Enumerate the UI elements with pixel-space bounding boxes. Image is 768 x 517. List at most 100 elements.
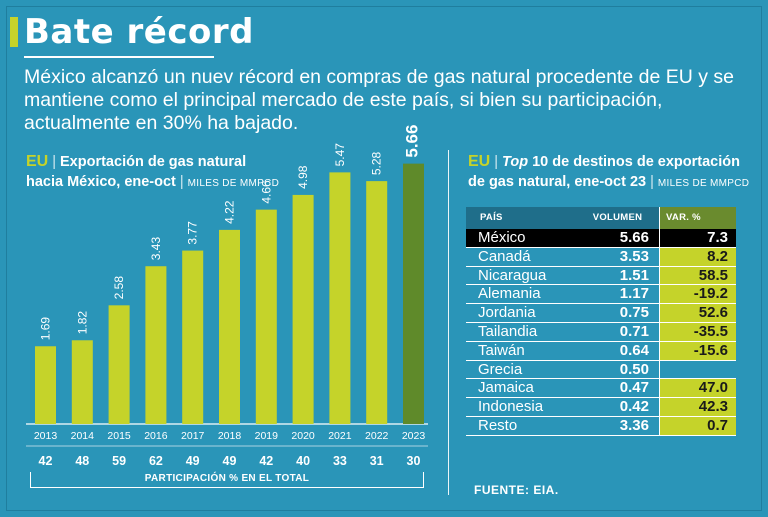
participation-value: 48 (75, 454, 89, 468)
cell-volume: 3.53 (576, 247, 660, 266)
bar-2018 (219, 229, 240, 424)
bar-2014 (71, 340, 93, 424)
intro-text: México alcanzó un nuev récord en compras… (24, 66, 734, 134)
bar-value-label: 2.58 (112, 276, 126, 300)
bar-value-label: 5.28 (370, 151, 384, 175)
cell-var (660, 361, 736, 379)
table-header: PAÍS VOLUMEN VAR. % (466, 207, 736, 229)
participation-value: 30 (407, 454, 421, 468)
participation-value: 40 (296, 454, 310, 468)
left-chart-title: EU | Exportación de gas natural hacia Méxi… (26, 153, 280, 190)
year-tick-label: 2020 (291, 430, 315, 442)
cell-volume: 1.51 (576, 266, 660, 285)
bar-value-label: 1.69 (39, 317, 53, 341)
year-tick-label: 2015 (107, 430, 131, 442)
participation-value: 49 (223, 454, 237, 468)
cell-country: Taiwán (478, 341, 525, 359)
table-row: Jordania 0.75 52.6 (466, 304, 736, 323)
cell-var: -15.6 (660, 341, 736, 360)
cell-var: 42.3 (660, 398, 736, 416)
bar-2015 (108, 305, 130, 424)
bar-2022 (366, 181, 388, 424)
left-chart-units: MILES DE MMPCD (187, 178, 280, 189)
cell-var: 47.0 (660, 379, 736, 398)
cell-country: Canadá (478, 247, 531, 265)
bar-2023 (403, 163, 424, 424)
right-table-title: EU | Top 10 de destinos de exportación de … (468, 153, 750, 190)
section-divider (448, 150, 449, 495)
table-row: Resto 3.36 0.7 (466, 416, 736, 436)
bar-2016 (145, 266, 167, 424)
bar-value-label: 3.77 (186, 221, 200, 245)
cell-var: 58.5 (660, 266, 736, 285)
participation-value: 62 (149, 454, 163, 468)
year-tick-label: 2023 (402, 430, 426, 442)
page-title: Bate récord (24, 12, 254, 52)
cell-volume: 1.17 (576, 285, 660, 304)
right-table-title-rest: 10 de destinos de exportación (528, 154, 740, 170)
cell-country: Jordania (478, 304, 536, 322)
column-header-volume: VOLUMEN (576, 207, 660, 229)
year-tick-label: 2018 (218, 430, 242, 442)
bar-2019 (255, 209, 277, 424)
participation-value: 42 (39, 454, 53, 468)
cell-var: -35.5 (660, 322, 736, 341)
bar-value-label: 5.66 (403, 125, 422, 158)
cell-volume: 0.71 (576, 322, 660, 341)
bar-value-label: 4.98 (296, 165, 310, 189)
cell-volume: 5.66 (576, 229, 660, 247)
table-body: México 5.66 7.3 Canadá 3.53 8.2 Nicaragua 1.51 5… (466, 229, 736, 436)
table-row: Indonesia 0.42 42.3 (466, 398, 736, 417)
left-chart-title-line2: hacia México, ene-oct (26, 174, 176, 190)
cell-country: Grecia (478, 360, 523, 378)
table-row: Taiwán 0.64 -15.6 (466, 341, 736, 361)
bar-2017 (182, 250, 204, 424)
cell-country: Resto (478, 416, 518, 434)
left-chart-title-line1: Exportación de gas natural (60, 154, 247, 170)
right-table-units: MILES DE MMPCD (657, 178, 750, 189)
table-row: Jamaica 0.47 47.0 (466, 379, 736, 399)
cell-var: 0.7 (660, 416, 736, 435)
table-row: Alemania 1.17 -19.2 (466, 285, 736, 305)
table-row: México 5.66 7.3 (466, 229, 736, 248)
source-note: FUENTE: EIA. (474, 483, 559, 497)
title-accent-bar (10, 17, 18, 47)
participation-value: 31 (370, 454, 384, 468)
year-tick-label: 2016 (144, 430, 168, 442)
table-row: Nicaragua 1.51 58.5 (466, 266, 736, 286)
cell-volume: 0.42 (576, 398, 660, 416)
table-row: Canadá 3.53 8.2 (466, 247, 736, 267)
cell-volume: 0.64 (576, 341, 660, 360)
bar-2013 (35, 346, 56, 424)
table-row: Grecia 0.50 (466, 360, 736, 380)
bar-2021 (329, 172, 351, 424)
right-table-prefix: EU (468, 153, 491, 170)
cell-country: Nicaragua (478, 266, 547, 284)
cell-country: Tailandia (478, 322, 538, 340)
left-chart-prefix: EU (26, 153, 49, 170)
participation-value: 49 (186, 454, 200, 468)
year-tick-label: 2014 (71, 430, 95, 442)
cell-country: Alemania (478, 285, 541, 303)
year-tick-label: 2013 (34, 430, 58, 442)
participation-value: 42 (259, 454, 273, 468)
bar-value-label: 5.47 (333, 143, 347, 167)
bar-value-label: 4.22 (223, 200, 237, 224)
participation-value: 33 (333, 454, 347, 468)
table-row: Tailandia 0.71 -35.5 (466, 322, 736, 342)
year-tick-label: 2022 (365, 430, 389, 442)
year-tick-label: 2017 (181, 430, 205, 442)
column-header-var: VAR. % (660, 207, 736, 229)
bar-value-label: 4.66 (259, 180, 273, 204)
destinations-table: PAÍS VOLUMEN VAR. % México 5.66 7.3 Canadá 3… (466, 207, 736, 436)
right-table-title-line2: de gas natural, ene-oct 23 (468, 174, 647, 190)
cell-var: -19.2 (660, 285, 736, 304)
bar-2020 (292, 194, 314, 424)
right-table-title-italic: Top (502, 154, 529, 170)
cell-volume: 0.75 (576, 304, 660, 322)
cell-country: Indonesia (478, 398, 544, 416)
participation-value: 59 (112, 454, 126, 468)
bar-value-label: 1.82 (75, 311, 89, 335)
cell-var: 52.6 (660, 304, 736, 322)
